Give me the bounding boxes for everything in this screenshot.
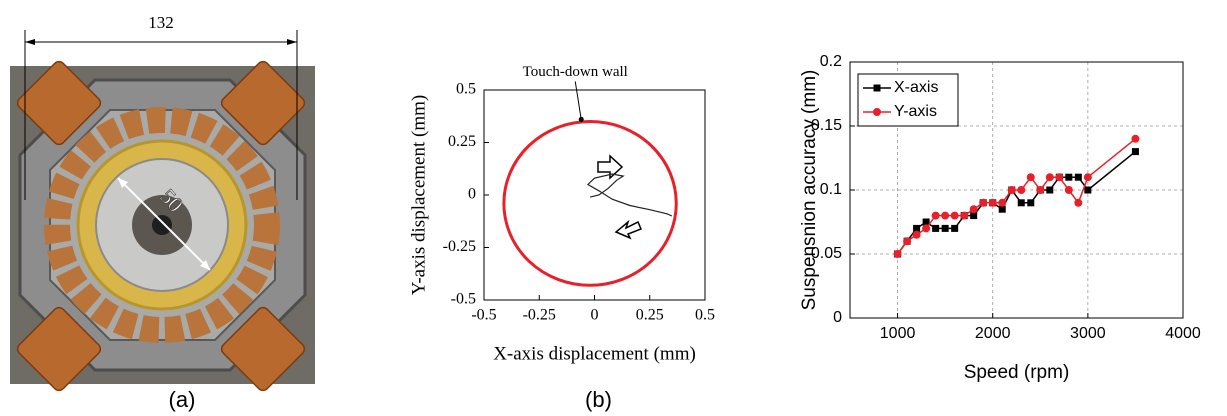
marker — [1055, 173, 1063, 181]
marker — [1027, 199, 1034, 206]
marker — [1036, 186, 1044, 194]
marker — [942, 225, 949, 232]
marker — [1018, 199, 1025, 206]
marker — [970, 205, 978, 213]
x-tick-label: 0.25 — [636, 307, 664, 324]
y-axis-label: Suspensnion accuracy (mm) — [799, 70, 820, 311]
marker — [1074, 199, 1082, 207]
caption: (a) — [169, 387, 196, 412]
x-tick-label: 0.5 — [695, 307, 715, 324]
marker — [951, 225, 958, 232]
x-tick-label: 0 — [591, 307, 599, 324]
annotation: Touch-down wall — [523, 64, 628, 80]
legend-marker — [874, 85, 881, 92]
direction-arrow — [616, 222, 641, 238]
marker — [1065, 186, 1073, 194]
y-tick-label: -0.25 — [443, 238, 476, 255]
marker — [1046, 187, 1053, 194]
marker — [913, 231, 921, 239]
annotation-leader — [575, 81, 581, 119]
x-axis-label: Speed (rpm) — [964, 362, 1070, 383]
marker — [903, 237, 911, 245]
marker — [1065, 174, 1072, 181]
marker — [1027, 173, 1035, 181]
marker — [1084, 187, 1091, 194]
trajectory — [588, 174, 672, 216]
caption: (b) — [585, 387, 612, 412]
x-tick-label: -0.5 — [471, 307, 496, 324]
marker — [932, 212, 940, 220]
x-tick-label: -0.25 — [523, 307, 556, 324]
y-tick-label: -0.5 — [451, 291, 476, 308]
marker — [1075, 174, 1082, 181]
y-tick-label: 0 — [833, 309, 842, 326]
legend-marker — [873, 108, 881, 116]
touch-down-circle — [504, 121, 676, 285]
y-axis-label: Y-axis displacement (mm) — [408, 95, 429, 296]
figure: 50 132 (a) -0.5 -0.25 0 0.25 0.5 -0.5 -0.25 0 0.… — [0, 0, 1227, 416]
marker — [922, 224, 930, 232]
marker — [1084, 173, 1092, 181]
width-label: 132 — [148, 13, 174, 32]
marker — [1046, 173, 1054, 181]
x-tick-label: 3000 — [1070, 325, 1106, 342]
x-tick-label: 2000 — [975, 325, 1011, 342]
legend-label: Y-axis — [894, 103, 937, 120]
marker — [998, 199, 1006, 207]
marker — [951, 212, 959, 220]
marker — [932, 225, 939, 232]
y-tick-label: 0.2 — [820, 53, 842, 70]
marker — [941, 212, 949, 220]
y-tick-label: 0.5 — [456, 81, 476, 98]
marker — [1017, 186, 1025, 194]
marker — [979, 199, 987, 207]
legend-label: X-axis — [894, 79, 938, 96]
x-tick-label: 1000 — [880, 325, 916, 342]
arrow-head — [25, 39, 35, 45]
x-tick-label: 4000 — [1165, 325, 1201, 342]
marker — [960, 212, 968, 220]
y-tick-label: 0.1 — [820, 181, 842, 198]
marker — [1008, 186, 1016, 194]
x-axis-label: X-axis displacement (mm) — [493, 343, 696, 364]
marker — [1132, 148, 1139, 155]
marker — [1131, 135, 1139, 143]
marker — [989, 199, 997, 207]
y-tick-label: 0 — [468, 186, 476, 203]
photo: 50 132 (a) — [10, 13, 315, 412]
marker — [894, 250, 902, 258]
shaft-core — [152, 215, 172, 235]
y-tick-label: 0.25 — [448, 133, 476, 150]
page: {"photo": {"width_dimension": "132", "di… — [0, 0, 1227, 416]
arrow-head — [287, 39, 297, 45]
